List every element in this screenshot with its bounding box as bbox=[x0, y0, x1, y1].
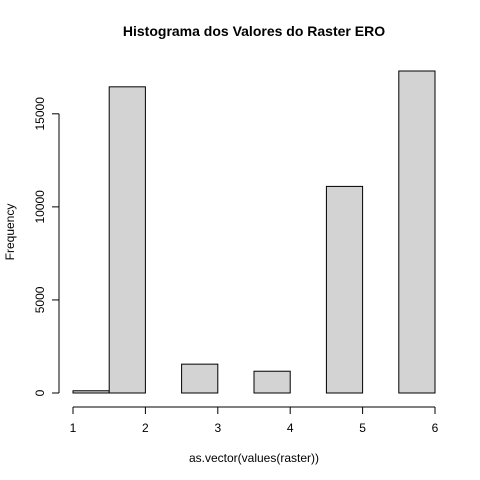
histogram-bar-1 bbox=[108, 86, 146, 394]
histogram-bar-7 bbox=[325, 185, 364, 394]
x-tick-label: 6 bbox=[432, 421, 439, 435]
x-tick-label: 1 bbox=[70, 421, 77, 435]
y-tick-label: 15000 bbox=[33, 97, 47, 131]
histogram-bar-3 bbox=[181, 363, 219, 394]
histogram-bar-5 bbox=[253, 370, 291, 394]
y-tick-label: 5000 bbox=[33, 286, 47, 313]
y-axis: 0 5000 10000 15000 bbox=[33, 97, 60, 396]
chart-title: Histograma dos Valores do Raster ERO bbox=[123, 23, 385, 39]
bars-group bbox=[72, 70, 436, 394]
x-tick-label: 2 bbox=[142, 421, 149, 435]
x-axis: 1 2 3 4 5 6 bbox=[70, 406, 439, 435]
y-tick-label: 0 bbox=[33, 389, 47, 396]
x-tick-label: 5 bbox=[359, 421, 366, 435]
y-tick-label: 10000 bbox=[33, 190, 47, 224]
y-axis-label: Frequency bbox=[3, 204, 17, 261]
x-axis-label: as.vector(values(raster)) bbox=[189, 451, 319, 465]
histogram-bar-9 bbox=[398, 70, 436, 394]
histogram-bar-0 bbox=[72, 390, 110, 394]
x-tick-label: 4 bbox=[287, 421, 294, 435]
x-tick-label: 3 bbox=[214, 421, 221, 435]
